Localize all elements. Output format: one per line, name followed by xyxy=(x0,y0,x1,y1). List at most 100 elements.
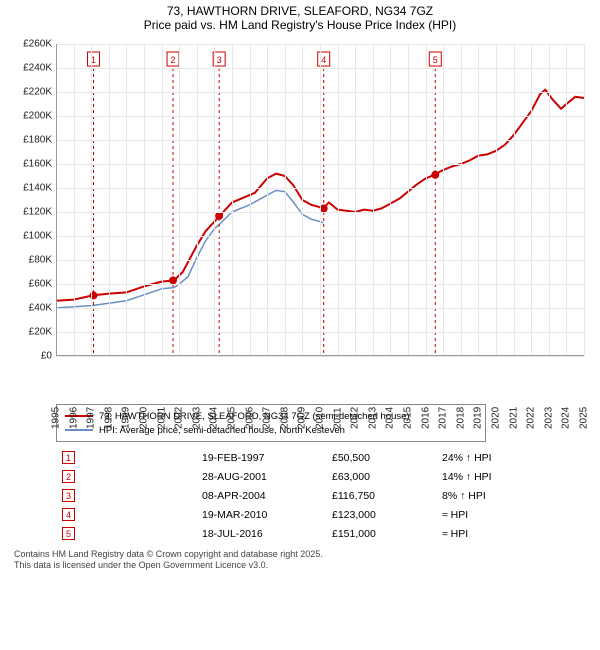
marker-number: 3 xyxy=(217,55,222,65)
chart-title: 73, HAWTHORN DRIVE, SLEAFORD, NG34 7GZ xyxy=(8,4,592,18)
x-tick-label: 2005 xyxy=(227,387,238,429)
y-tick-label: £0 xyxy=(8,351,52,362)
x-tick-label: 2013 xyxy=(367,387,378,429)
y-tick-label: £80K xyxy=(8,255,52,266)
gridline-v xyxy=(320,44,321,356)
table-row: 4 19-MAR-2010£123,000≈ HPI xyxy=(56,505,536,524)
x-tick-label: 2014 xyxy=(385,387,396,429)
x-tick-label: 1998 xyxy=(103,387,114,429)
gridline-v xyxy=(197,44,198,356)
x-tick-label: 1995 xyxy=(51,387,62,429)
y-tick-label: £60K xyxy=(8,279,52,290)
gridline-v xyxy=(478,44,479,356)
x-tick-label: 2018 xyxy=(455,387,466,429)
marker-cell-price: £63,000 xyxy=(326,467,436,486)
y-tick-label: £20K xyxy=(8,327,52,338)
x-tick-label: 2020 xyxy=(491,387,502,429)
marker-cell-price: £123,000 xyxy=(326,505,436,524)
x-tick-label: 2017 xyxy=(438,387,449,429)
gridline-v xyxy=(338,44,339,356)
y-tick-label: £160K xyxy=(8,159,52,170)
gridline-v xyxy=(214,44,215,356)
gridline-v xyxy=(267,44,268,356)
gridline-v xyxy=(373,44,374,356)
x-tick-label: 2000 xyxy=(139,387,150,429)
gridline-v xyxy=(355,44,356,356)
marker-cell-price: £116,750 xyxy=(326,486,436,505)
legend-label: HPI: Average price, semi-detached house,… xyxy=(99,425,345,436)
gridline-v xyxy=(549,44,550,356)
marker-cell-pct: ≈ HPI xyxy=(436,524,536,543)
gridline-v xyxy=(408,44,409,356)
series-line xyxy=(56,190,324,308)
gridline-h xyxy=(56,356,584,357)
marker-cell-date: 28-AUG-2001 xyxy=(196,467,326,486)
marker-table: 119-FEB-1997£50,50024% ↑ HPI228-AUG-2001… xyxy=(56,448,536,543)
x-tick-label: 2022 xyxy=(526,387,537,429)
marker-box-icon: 4 xyxy=(62,508,75,521)
gridline-v xyxy=(232,44,233,356)
x-tick-label: 2004 xyxy=(209,387,220,429)
gridline-v xyxy=(461,44,462,356)
table-row: 308-APR-2004£116,7508% ↑ HPI xyxy=(56,486,536,505)
x-tick-label: 2025 xyxy=(579,387,590,429)
gridline-v xyxy=(74,44,75,356)
gridline-v xyxy=(566,44,567,356)
y-tick-label: £240K xyxy=(8,63,52,74)
marker-number: 4 xyxy=(321,55,326,65)
x-tick-label: 1999 xyxy=(121,387,132,429)
y-tick-label: £40K xyxy=(8,303,52,314)
gridline-v xyxy=(584,44,585,356)
gridline-v xyxy=(144,44,145,356)
gridline-v xyxy=(162,44,163,356)
marker-cell-pct: ≈ HPI xyxy=(436,505,536,524)
gridline-v xyxy=(443,44,444,356)
marker-number: 5 xyxy=(433,55,438,65)
x-tick-label: 2016 xyxy=(420,387,431,429)
x-tick-label: 2003 xyxy=(191,387,202,429)
marker-cell-num: 4 xyxy=(56,505,196,524)
y-axis xyxy=(56,44,57,356)
gridline-v xyxy=(250,44,251,356)
y-tick-label: £180K xyxy=(8,135,52,146)
gridline-v xyxy=(426,44,427,356)
chart-container: 73, HAWTHORN DRIVE, SLEAFORD, NG34 7GZ P… xyxy=(0,0,600,576)
marker-cell-date: 08-APR-2004 xyxy=(196,486,326,505)
footer-line-2: This data is licensed under the Open Gov… xyxy=(14,560,268,570)
marker-box-icon: 1 xyxy=(62,451,75,464)
y-tick-label: £260K xyxy=(8,39,52,50)
attribution-footer: Contains HM Land Registry data © Crown c… xyxy=(14,549,592,572)
marker-cell-num: 3 xyxy=(56,486,196,505)
x-axis xyxy=(56,355,584,356)
y-tick-label: £200K xyxy=(8,111,52,122)
x-tick-label: 2011 xyxy=(332,387,343,429)
x-tick-label: 2010 xyxy=(315,387,326,429)
x-tick-label: 2012 xyxy=(350,387,361,429)
chart-area: 12345 £0£20K£40K£60K£80K£100K£120K£140K£… xyxy=(8,38,592,398)
marker-box-icon: 2 xyxy=(62,470,75,483)
x-tick-label: 2024 xyxy=(561,387,572,429)
marker-cell-date: 18-JUL-2016 xyxy=(196,524,326,543)
x-tick-label: 2009 xyxy=(297,387,308,429)
y-tick-label: £100K xyxy=(8,231,52,242)
gridline-v xyxy=(302,44,303,356)
marker-cell-pct: 14% ↑ HPI xyxy=(436,467,536,486)
marker-cell-num: 2 xyxy=(56,467,196,486)
marker-cell-pct: 24% ↑ HPI xyxy=(436,448,536,467)
table-row: 518-JUL-2016£151,000≈ HPI xyxy=(56,524,536,543)
marker-cell-date: 19-MAR-2010 xyxy=(196,505,326,524)
y-tick-label: £220K xyxy=(8,87,52,98)
marker-box-icon: 3 xyxy=(62,489,75,502)
y-tick-label: £120K xyxy=(8,207,52,218)
gridline-v xyxy=(496,44,497,356)
footer-line-1: Contains HM Land Registry data © Crown c… xyxy=(14,549,323,559)
marker-number: 2 xyxy=(171,55,176,65)
table-row: 2 28-AUG-2001£63,00014% ↑ HPI xyxy=(56,467,536,486)
gridline-v xyxy=(390,44,391,356)
gridline-v xyxy=(514,44,515,356)
marker-cell-num: 5 xyxy=(56,524,196,543)
legend-swatch xyxy=(65,429,93,431)
chart-subtitle: Price paid vs. HM Land Registry's House … xyxy=(8,18,592,32)
gridline-v xyxy=(531,44,532,356)
marker-cell-num: 1 xyxy=(56,448,196,467)
